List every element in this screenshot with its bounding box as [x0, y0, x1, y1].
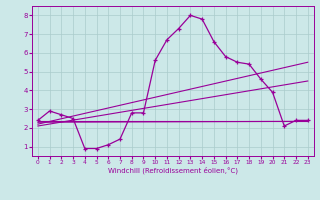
X-axis label: Windchill (Refroidissement éolien,°C): Windchill (Refroidissement éolien,°C) — [108, 167, 238, 174]
